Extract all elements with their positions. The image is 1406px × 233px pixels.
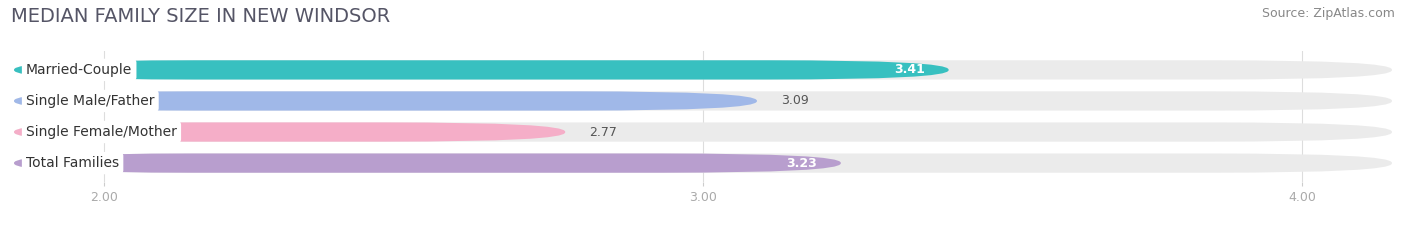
Text: 3.09: 3.09 (780, 94, 808, 107)
Text: Single Male/Father: Single Male/Father (27, 94, 155, 108)
Text: Source: ZipAtlas.com: Source: ZipAtlas.com (1261, 7, 1395, 20)
FancyBboxPatch shape (14, 60, 1392, 79)
Text: Single Female/Mother: Single Female/Mother (27, 125, 177, 139)
FancyBboxPatch shape (14, 60, 949, 79)
Text: Total Families: Total Families (27, 156, 120, 170)
Text: MEDIAN FAMILY SIZE IN NEW WINDSOR: MEDIAN FAMILY SIZE IN NEW WINDSOR (11, 7, 391, 26)
FancyBboxPatch shape (14, 122, 565, 142)
Text: Married-Couple: Married-Couple (27, 63, 132, 77)
FancyBboxPatch shape (14, 154, 1392, 173)
FancyBboxPatch shape (14, 122, 1392, 142)
FancyBboxPatch shape (14, 154, 841, 173)
FancyBboxPatch shape (14, 91, 1392, 111)
Text: 3.41: 3.41 (894, 63, 925, 76)
Text: 2.77: 2.77 (589, 126, 617, 139)
FancyBboxPatch shape (14, 91, 756, 111)
Text: 3.23: 3.23 (786, 157, 817, 170)
